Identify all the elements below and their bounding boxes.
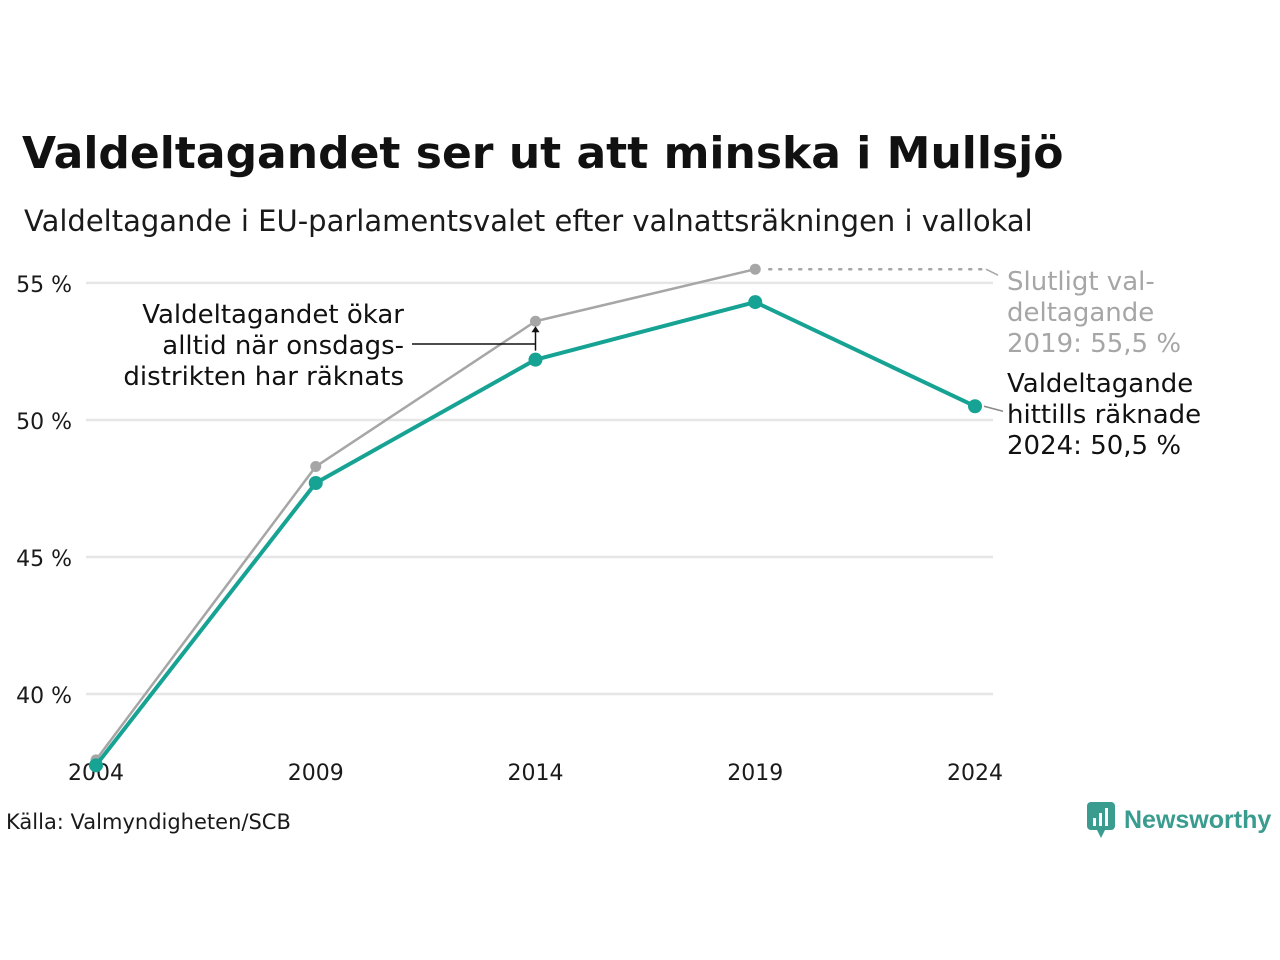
- data-point-final: [310, 461, 322, 473]
- x-tick-label: 2009: [288, 761, 344, 786]
- line-chart: 40 %45 %50 %55 % 2004 2009 2014 2019 2024 Sl…: [16, 263, 1201, 786]
- annotation-counted-2024: hittills räknade: [1007, 400, 1201, 430]
- source-note: Källa: Valmyndigheten/SCB: [6, 810, 291, 834]
- y-axis-tick-labels: 40 % 45 % 50 % 55 %: [16, 273, 72, 709]
- final-2019-connector: [985, 268, 999, 276]
- data-point-final: [749, 263, 761, 275]
- annotation-final-2019: Slutligt val-: [1007, 267, 1155, 297]
- chart-subtitle: Valdeltagande i EU-parlamentsvalet efter…: [24, 204, 1033, 238]
- annotation-wednesday: Valdeltagandet ökar: [142, 300, 404, 330]
- data-point-final: [530, 315, 541, 327]
- data-point-counted: [528, 352, 543, 367]
- gap-arrow-head: [531, 326, 540, 333]
- x-tick-label: 2024: [947, 761, 1003, 786]
- gridlines: [86, 281, 993, 696]
- series-layer: [89, 263, 982, 773]
- x-tick-label: 2019: [727, 761, 783, 786]
- annotation-counted-2024: 2024: 50,5 %: [1007, 431, 1181, 461]
- y-tick-label: 55 %: [16, 273, 72, 298]
- annotation-final-2019: 2019: 55,5 %: [1007, 329, 1181, 359]
- y-tick-label: 40 %: [16, 684, 72, 709]
- x-axis-tick-labels: 2004 2009 2014 2019 2024: [68, 761, 1003, 786]
- newsworthy-logo-icon: [1087, 802, 1115, 838]
- counted-2024-connector: [983, 405, 1004, 412]
- annotation-counted-2024: Valdeltagande: [1007, 369, 1193, 399]
- y-tick-label: 45 %: [16, 547, 72, 572]
- data-point-counted: [89, 758, 103, 773]
- x-tick-label: 2014: [508, 761, 564, 786]
- data-point-counted: [968, 399, 982, 414]
- brand-name: Newsworthy: [1124, 805, 1272, 834]
- data-point-counted: [308, 475, 323, 490]
- series-line-final: [94, 267, 756, 761]
- annotation-wednesday: alltid när onsdags-: [162, 331, 404, 361]
- annotation-wednesday: distrikten har räknats: [123, 362, 404, 392]
- annotation-final-2019: deltagande: [1007, 298, 1154, 328]
- newsworthy-logo: Newsworthy: [1086, 800, 1271, 840]
- y-tick-label: 50 %: [16, 410, 72, 435]
- data-point-counted: [748, 295, 763, 310]
- chart-title: Valdeltagandet ser ut att minska i Mulls…: [22, 128, 1064, 179]
